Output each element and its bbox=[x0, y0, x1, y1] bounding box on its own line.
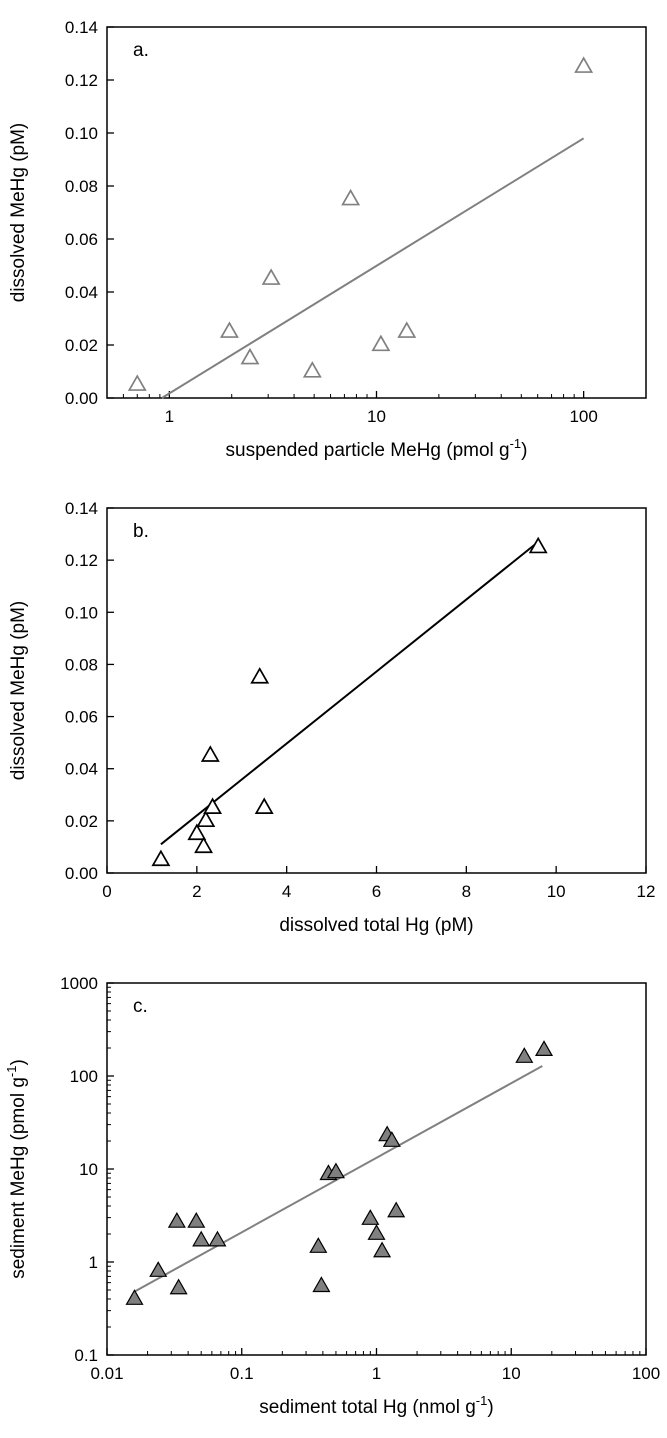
x-tick-label: 6 bbox=[372, 882, 381, 901]
x-tick-label: 10 bbox=[502, 1364, 521, 1383]
y-tick-label: 0.14 bbox=[65, 499, 98, 518]
y-tick-label: 0.00 bbox=[65, 864, 98, 883]
x-axis-title: suspended particle MeHg (pmol g-1) bbox=[226, 436, 528, 461]
data-point-triangle bbox=[397, 321, 417, 338]
plot-frame bbox=[106, 982, 647, 1356]
x-tick-label: 100 bbox=[632, 1364, 660, 1383]
x-tick-label: 100 bbox=[569, 407, 597, 426]
y-axis-title: dissolved MeHg (pM) bbox=[8, 601, 29, 781]
y-tick-label: 0.14 bbox=[65, 18, 98, 37]
panel-label: b. bbox=[133, 521, 149, 542]
plot-frame bbox=[106, 507, 647, 874]
data-point-triangle bbox=[194, 836, 214, 854]
y-tick-label: 0.02 bbox=[65, 812, 98, 831]
data-point-triangle bbox=[515, 1047, 534, 1063]
y-tick-label: 1 bbox=[89, 1253, 98, 1272]
y-tick-label: 0.06 bbox=[65, 708, 98, 727]
data-point-triangle bbox=[250, 667, 270, 684]
y-tick-label: 0.04 bbox=[65, 283, 98, 302]
data-point-triangle bbox=[261, 268, 281, 285]
data-point-triangle bbox=[187, 823, 207, 841]
data-point-triangle bbox=[387, 1201, 406, 1218]
data-point-triangle bbox=[169, 1278, 188, 1295]
y-tick-label: 0.08 bbox=[65, 655, 98, 674]
data-point-triangle bbox=[326, 1162, 345, 1179]
y-tick-label: 100 bbox=[70, 1067, 98, 1086]
x-axis-title: sediment total Hg (nmol g-1) bbox=[259, 1393, 493, 1418]
y-tick-label: 0.02 bbox=[65, 336, 98, 355]
y-tick-label: 0.06 bbox=[65, 230, 98, 249]
data-point-triangle bbox=[167, 1211, 186, 1228]
chart-panel-2: 0.00 0.02 0.04 0.06 0.08 0.10 0.12 0.14 0 2 4 6 8 10 1… bbox=[8, 499, 655, 936]
panel-label: c. bbox=[133, 996, 148, 1017]
x-tick-label: 0 bbox=[102, 882, 111, 901]
y-tick-label: 0.12 bbox=[65, 71, 98, 90]
data-point-triangle bbox=[187, 1211, 206, 1228]
data-point-triangle bbox=[196, 810, 216, 828]
x-tick-label: 10 bbox=[367, 407, 386, 426]
data-point-triangle bbox=[309, 1237, 328, 1253]
data-point-triangle bbox=[312, 1276, 331, 1293]
x-axis-title: dissolved total Hg (pM) bbox=[279, 915, 473, 936]
x-tick-label: 8 bbox=[462, 882, 471, 901]
data-point-triangle bbox=[574, 56, 594, 73]
regression-line bbox=[161, 137, 585, 399]
y-tick-label: 10 bbox=[79, 1160, 98, 1179]
data-point-triangle bbox=[240, 347, 260, 365]
x-tick-label: 4 bbox=[282, 882, 291, 901]
y-tick-label: 0.08 bbox=[65, 177, 98, 196]
data-point-triangle bbox=[208, 1230, 227, 1247]
x-tick-label: 1 bbox=[165, 407, 174, 426]
y-tick-label: 1000 bbox=[60, 974, 98, 993]
data-point-triangle bbox=[528, 536, 548, 554]
y-axis-title: sediment MeHg (pmol g-1) bbox=[4, 1059, 29, 1279]
data-point-triangle bbox=[125, 1289, 144, 1305]
y-tick-label: 0.04 bbox=[65, 760, 98, 779]
data-point-triangle bbox=[361, 1209, 380, 1225]
x-tick-label: 2 bbox=[192, 882, 201, 901]
data-point-triangle bbox=[302, 361, 322, 378]
data-point-triangle bbox=[341, 188, 361, 206]
data-point-triangle bbox=[373, 1241, 392, 1258]
y-tick-label: 0.12 bbox=[65, 551, 98, 570]
data-point-triangle bbox=[151, 849, 171, 867]
x-tick-label: 10 bbox=[547, 882, 566, 901]
data-point-triangle bbox=[192, 1230, 211, 1247]
data-point-triangle bbox=[127, 374, 147, 391]
y-tick-label: 0.10 bbox=[65, 124, 98, 143]
data-point-triangle bbox=[200, 745, 220, 762]
regression-line bbox=[160, 541, 539, 846]
data-point-triangle bbox=[219, 321, 239, 338]
data-point-triangle bbox=[149, 1261, 168, 1277]
regression-line bbox=[134, 1065, 543, 1293]
y-tick-label: 0.10 bbox=[65, 603, 98, 622]
x-tick-label: 12 bbox=[637, 882, 656, 901]
x-tick-label: 1 bbox=[372, 1364, 381, 1383]
panel-label: a. bbox=[133, 40, 149, 61]
data-point-triangle bbox=[534, 1040, 554, 1056]
data-point-triangle bbox=[254, 797, 274, 814]
y-axis-title: dissolved MeHg (pM) bbox=[8, 123, 29, 303]
x-tick-label: 0.1 bbox=[230, 1364, 254, 1383]
y-tick-label: 0.00 bbox=[65, 389, 98, 408]
x-tick-label: 0.01 bbox=[90, 1364, 123, 1383]
data-point-triangle bbox=[371, 334, 391, 352]
data-point-triangle bbox=[382, 1131, 401, 1147]
data-point-triangle bbox=[203, 797, 223, 814]
chart-panel-1: 0.00 0.02 0.04 0.06 0.08 0.10 0.12 0.14 1 10 100 a.… bbox=[8, 18, 647, 461]
data-point-triangle bbox=[367, 1224, 386, 1240]
y-tick-label: 0.1 bbox=[74, 1346, 98, 1365]
